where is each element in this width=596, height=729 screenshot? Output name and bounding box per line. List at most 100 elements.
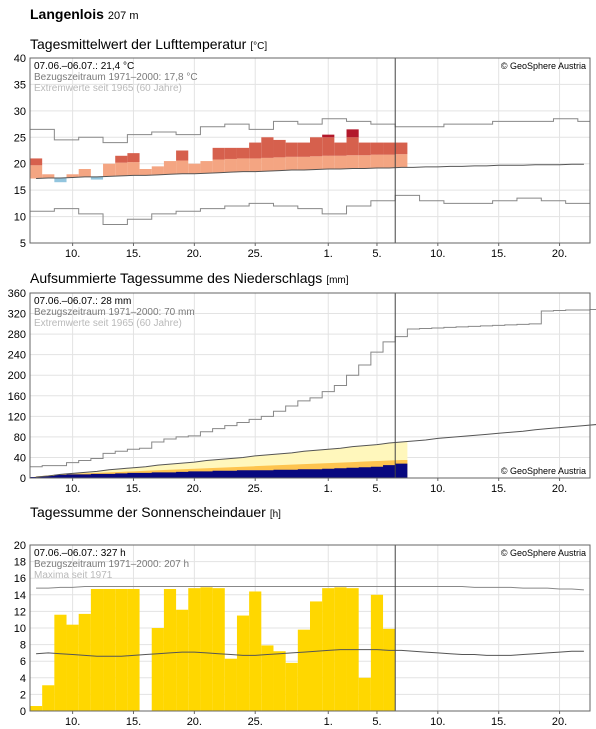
precipitation-x-tick-label: 10. [65,483,80,495]
temperature-above-bar [358,142,371,156]
sunshine-chart-title: Tagessumme der Sonnenscheindauer [h] [30,504,281,520]
temperature-info-current: 07.06.–06.07.: 21,4 °C [34,61,134,72]
temperature-normal-bar [285,156,298,171]
temperature-above-bar [236,147,250,159]
sunshine-x-tick-label: 10. [430,716,445,728]
sunshine-y-tick-label: 8 [20,640,26,652]
temperature-y-tick-label: 25 [14,132,26,144]
sunshine-bar [200,587,213,711]
sunshine-info-extremes: Maxima seit 1971 [34,570,113,581]
precipitation-x-tick-label: 20. [552,483,567,495]
temperature-normal-bar [358,155,371,169]
temperature-above-bar [383,142,396,155]
precipitation-x-tick-label: 15. [491,483,506,495]
temperature-normal-bar [42,174,55,178]
temperature-normal-bar [163,161,177,175]
temperature-normal-bar [310,156,323,170]
temperature-normal-bar [103,163,116,177]
temperature-above-bar [395,142,408,155]
temperature-above-bar [297,142,310,157]
temperature-normal-bar [212,159,225,173]
sunshine-bar [115,588,128,711]
temperature-normal-bar [370,154,384,168]
precipitation-x-tick-label: 1. [324,483,333,495]
sunshine-bar [212,588,225,711]
sunshine-bar [285,662,298,711]
temperature-above-bar [212,147,225,160]
temperature-normal-bar [273,157,286,171]
sunshine-max-line [36,586,584,591]
temperature-y-tick-label: 10 [14,212,26,224]
sunshine-bar [103,588,116,711]
temperature-above-bar [115,155,128,163]
precipitation-y-tick-label: 120 [8,411,26,423]
temperature-x-tick-label: 5. [372,248,381,260]
sunshine-x-tick-label: 20. [552,716,567,728]
sunshine-x-tick-label: 20. [187,716,202,728]
precipitation-reference-line [36,424,596,478]
temperature-normal-bar [395,154,408,168]
temperature-y-tick-label: 15 [14,185,26,197]
temperature-plot-frame [29,57,591,244]
precipitation-copyright: © GeoSphere Austria [501,466,586,476]
temperature-x-tick-label: 20. [187,248,202,260]
temperature-x-tick-label: 20. [552,248,567,260]
sunshine-reference-line [36,649,584,657]
temperature-x-tick-label: 15. [126,248,141,260]
sunshine-bar [151,628,164,711]
temperature-above-bar [127,153,140,163]
sunshine-unit: [h] [269,509,281,520]
temperature-above-bar [249,142,262,159]
precipitation-y-tick-label: 280 [8,329,26,341]
station-name: Langenlois [30,6,104,22]
sunshine-y-tick-label: 12 [14,606,26,618]
sunshine-y-tick-label: 0 [20,706,26,718]
temperature-above-bar [30,158,43,166]
precipitation-unit: [mm] [326,275,349,286]
temperature-info-extremes: Extremwerte seit 1965 (60 Jahre) [34,83,182,94]
temperature-x-tick-label: 10. [430,248,445,260]
temperature-y-tick-label: 40 [14,53,26,65]
precipitation-chart-title: Aufsummierte Tagessumme des Niederschlag… [30,270,349,286]
temperature-normal-bar [297,156,310,171]
temperature-above-bar [370,142,384,155]
temperature-chart: 5 10 15 20 25 30 35 40 10. 15. 20. 25. 1. 5. 10. 15. 20.… [14,53,591,260]
temperature-far-above-bar [346,129,359,138]
sunshine-bar [66,624,79,711]
precipitation-x-tick-label: 25. [248,483,263,495]
precipitation-y-tick-label: 80 [14,432,26,444]
sunshine-bar [261,645,274,711]
sunshine-y-tick-label: 18 [14,557,26,569]
temperature-x-tick-label: 10. [65,248,80,260]
sunshine-bar [370,594,384,711]
sunshine-info-reference: Bezugszeitraum 1971–2000: 207 h [34,559,189,570]
temperature-x-tick-label: 15. [491,248,506,260]
temperature-normal-bar [236,158,250,172]
precipitation-x-tick-label: 20. [187,483,202,495]
sunshine-chart: 0 2 4 6 8 10 12 14 16 18 20 10. 15. 20. 25. 1. 5. 10. 15. 2… [14,540,591,728]
temperature-normal-bar [249,158,262,172]
sunshine-x-tick-label: 15. [126,716,141,728]
sunshine-x-tick-label: 15. [491,716,506,728]
sunshine-bar [127,588,140,711]
temperature-above-bar [346,137,359,156]
sunshine-bar [188,588,201,711]
sunshine-bar [249,591,262,711]
temperature-x-tick-label: 1. [324,248,333,260]
precipitation-title-text: Aufsummierte Tagessumme des Niederschlag… [30,270,323,286]
temperature-above-bar [285,142,298,157]
sunshine-bar [224,658,237,711]
sunshine-bar [30,706,43,711]
temperature-normal-bar [66,174,79,178]
temperature-normal-bar [78,169,91,177]
precipitation-y-tick-label: 160 [8,391,26,403]
sunshine-y-tick-label: 16 [14,573,26,585]
sunshine-bar [163,588,177,711]
temperature-x-tick-label: 25. [248,248,263,260]
sunshine-info-current: 07.06.–06.07.: 327 h [34,548,126,559]
temperature-normal-bar [30,165,43,179]
temperature-above-bar [310,137,323,157]
precipitation-x-tick-label: 15. [126,483,141,495]
station-header: Langenlois 207 m [30,6,138,22]
